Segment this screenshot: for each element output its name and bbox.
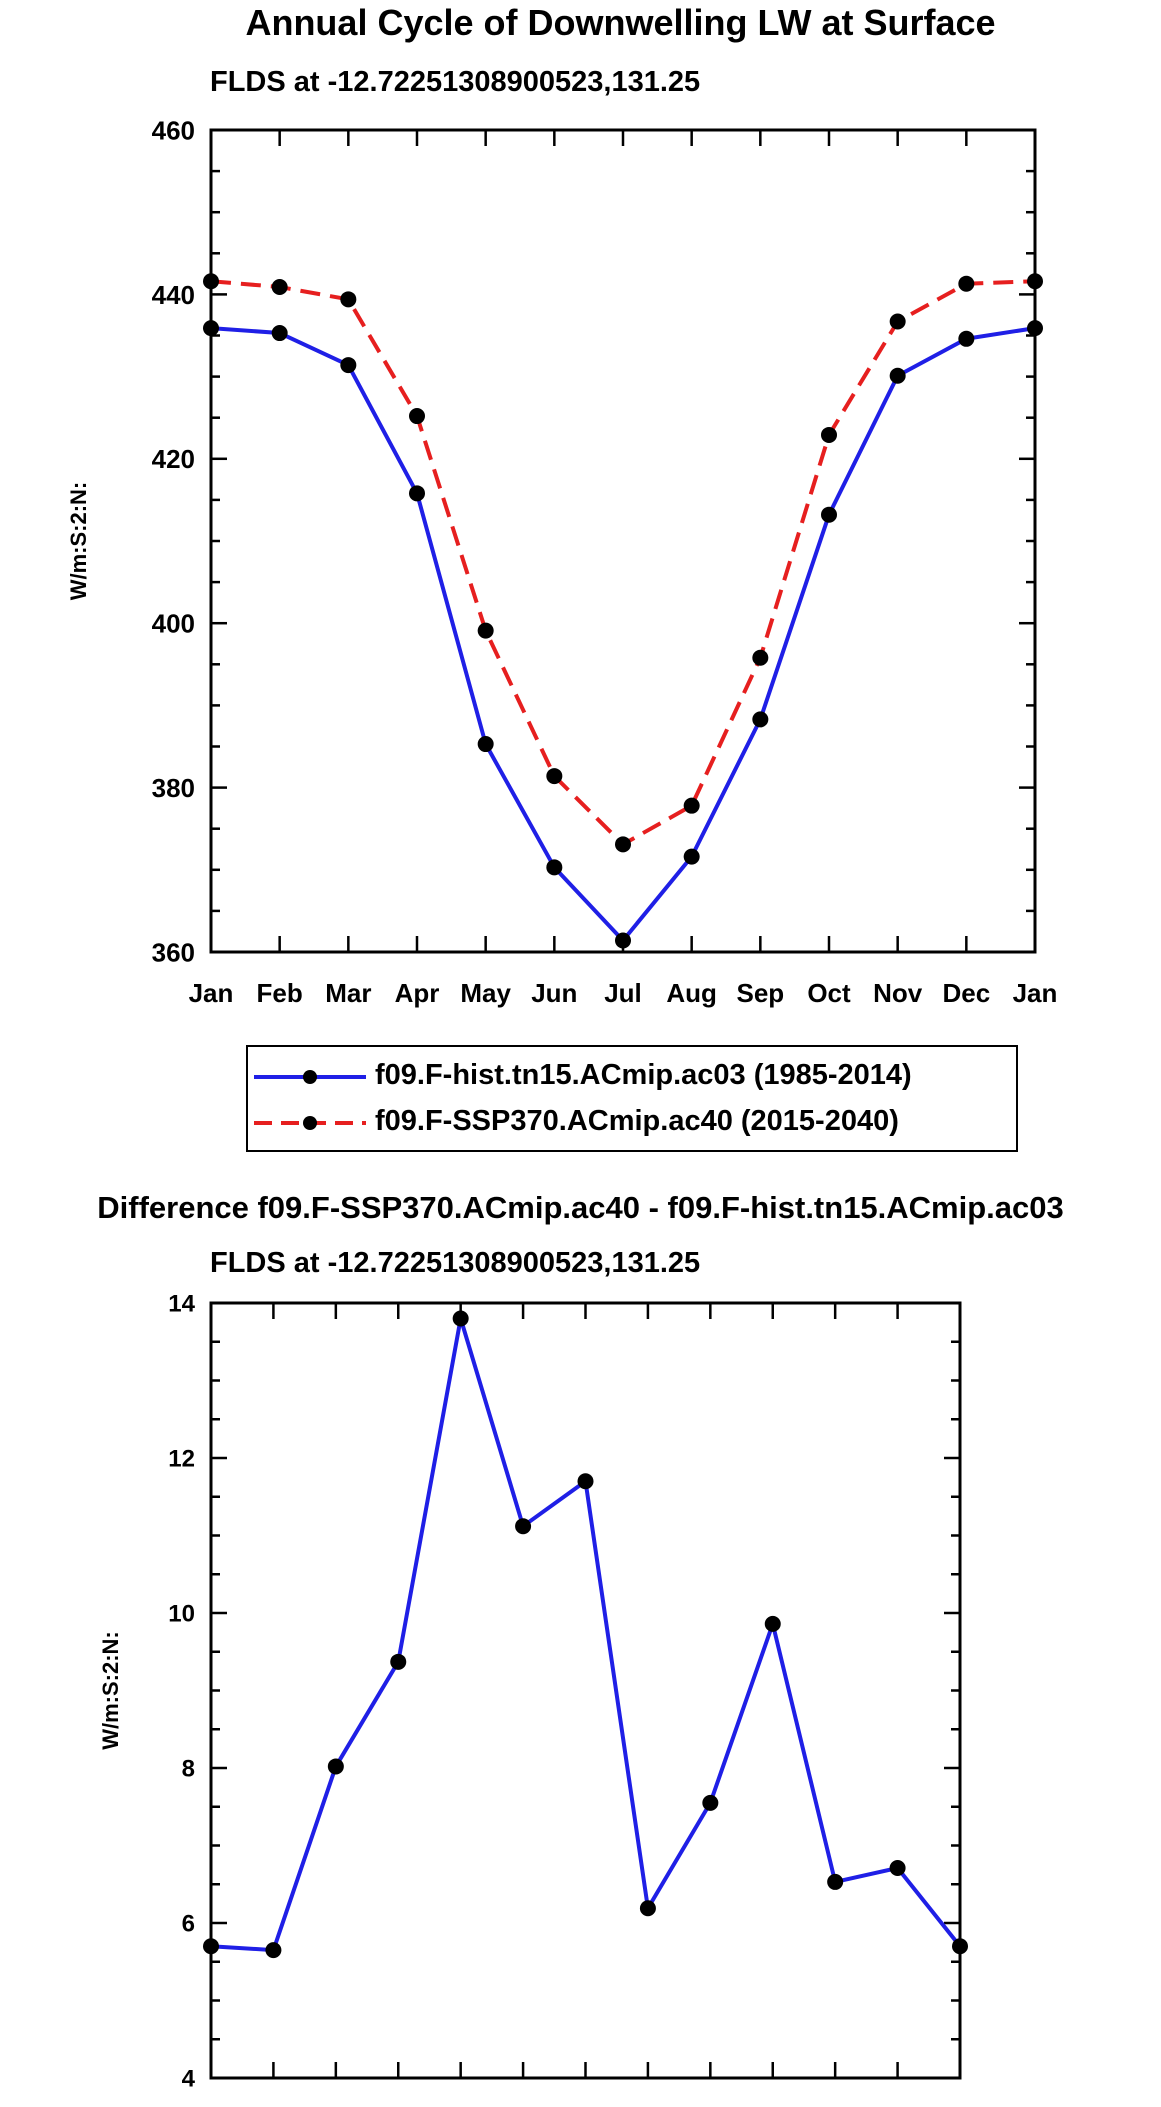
data-point-0 (615, 932, 631, 949)
data-point-1 (409, 408, 425, 425)
x-tick-label: Apr (395, 978, 440, 1008)
chart2-title: Difference f09.F-SSP370.ACmip.ac40 - f09… (97, 1190, 1064, 1225)
data-point-1 (340, 291, 357, 308)
data-point-0 (271, 325, 288, 342)
x-tick-label: Sep (736, 978, 784, 1008)
data-point-0 (683, 848, 700, 865)
data-point-0 (827, 1873, 844, 1890)
data-point-0 (702, 1794, 719, 1811)
x-tick-label: Dec (942, 978, 990, 1008)
chart1-legend: f09.F-hist.tn15.ACmip.ac03 (1985-2014) f… (246, 1045, 1018, 1152)
y-tick-label: 420 (152, 444, 195, 474)
data-point-0 (546, 859, 563, 876)
y-tick-label: 380 (152, 773, 195, 803)
y-tick-label: 8 (182, 1756, 195, 1783)
x-tick-label: Jan (1013, 978, 1058, 1008)
x-tick-label: Jul (604, 978, 642, 1008)
legend-label-ssp: f09.F-SSP370.ACmip.ac40 (2015-2040) (375, 1105, 899, 1137)
legend-item-hist: f09.F-hist.tn15.ACmip.ac03 (1985-2014) (248, 1055, 1016, 1099)
data-point-0 (958, 330, 975, 347)
y-tick-label: 460 (152, 115, 195, 145)
plot-frame (209, 1301, 962, 2080)
series-line-0 (210, 1316, 962, 1953)
data-point-1 (752, 649, 769, 666)
data-point-1 (683, 797, 700, 814)
data-point-0 (409, 485, 425, 502)
data-point-1 (477, 622, 494, 639)
data-point-0 (889, 1859, 906, 1876)
data-point-1 (958, 275, 975, 292)
data-point-0 (265, 1942, 282, 1959)
y-tick-label: 360 (152, 937, 195, 967)
x-tick-label: Oct (807, 978, 851, 1008)
data-point-0 (752, 711, 769, 728)
data-point-0 (452, 1310, 469, 1327)
chart1-subtitle: FLDS at -12.72251308900523,131.25 (210, 66, 701, 98)
data-point-1 (1027, 273, 1043, 290)
legend-swatch-hist (254, 1070, 366, 1084)
series-line-1 (210, 279, 1036, 847)
x-tick-label: Feb (257, 978, 303, 1008)
chart1-plot: 360 380 400 420 440 460 Jan Feb Mar Apr May Jun Jul A… (66, 115, 1058, 1008)
data-point-0 (340, 357, 357, 374)
data-point-0 (952, 1938, 968, 1955)
legend-label-hist: f09.F-hist.tn15.ACmip.ac03 (1985-2014) (375, 1059, 912, 1091)
x-tick-label: Jan (189, 978, 234, 1008)
x-tick-label: Mar (325, 978, 371, 1008)
chart2-subtitle: FLDS at -12.72251308900523,131.25 (210, 1247, 701, 1279)
y-tick-label: 400 (152, 609, 195, 639)
data-point-1 (615, 836, 631, 853)
y-tick-label: 6 (182, 1911, 195, 1938)
data-point-0 (477, 736, 494, 753)
data-point-0 (821, 506, 837, 523)
y-tick-label: 4 (182, 2066, 196, 2093)
plot-frame (209, 128, 1037, 954)
data-point-0 (1027, 320, 1043, 337)
data-point-0 (889, 367, 906, 384)
y-axis-label: W/m:S:2:N: (98, 1631, 123, 1750)
chart1-title: Annual Cycle of Downwelling LW at Surfac… (245, 2, 996, 43)
data-point-0 (203, 320, 219, 337)
y-axis-label: W/m:S:2:N: (66, 482, 91, 601)
data-point-1 (889, 313, 906, 330)
data-point-0 (390, 1653, 407, 1670)
data-point-0 (327, 1758, 344, 1775)
x-tick-label: May (460, 978, 511, 1008)
data-point-0 (577, 1473, 594, 1490)
legend-item-ssp: f09.F-SSP370.ACmip.ac40 (2015-2040) (248, 1101, 1016, 1145)
y-tick-label: 10 (168, 1601, 195, 1628)
x-tick-label: Nov (873, 978, 923, 1008)
data-point-0 (203, 1938, 219, 1955)
data-point-0 (764, 1615, 781, 1632)
legend-swatch-ssp (254, 1116, 366, 1130)
x-tick-label: Aug (666, 978, 717, 1008)
y-tick-label: 12 (168, 1446, 195, 1473)
data-point-0 (515, 1518, 532, 1535)
data-point-1 (546, 768, 563, 785)
y-tick-label: 14 (168, 1291, 195, 1318)
data-point-0 (639, 1900, 656, 1917)
y-tick-label: 440 (152, 280, 195, 310)
x-tick-label: Jun (531, 978, 577, 1008)
data-point-1 (821, 426, 837, 443)
data-point-1 (203, 273, 219, 290)
data-point-1 (271, 279, 288, 296)
